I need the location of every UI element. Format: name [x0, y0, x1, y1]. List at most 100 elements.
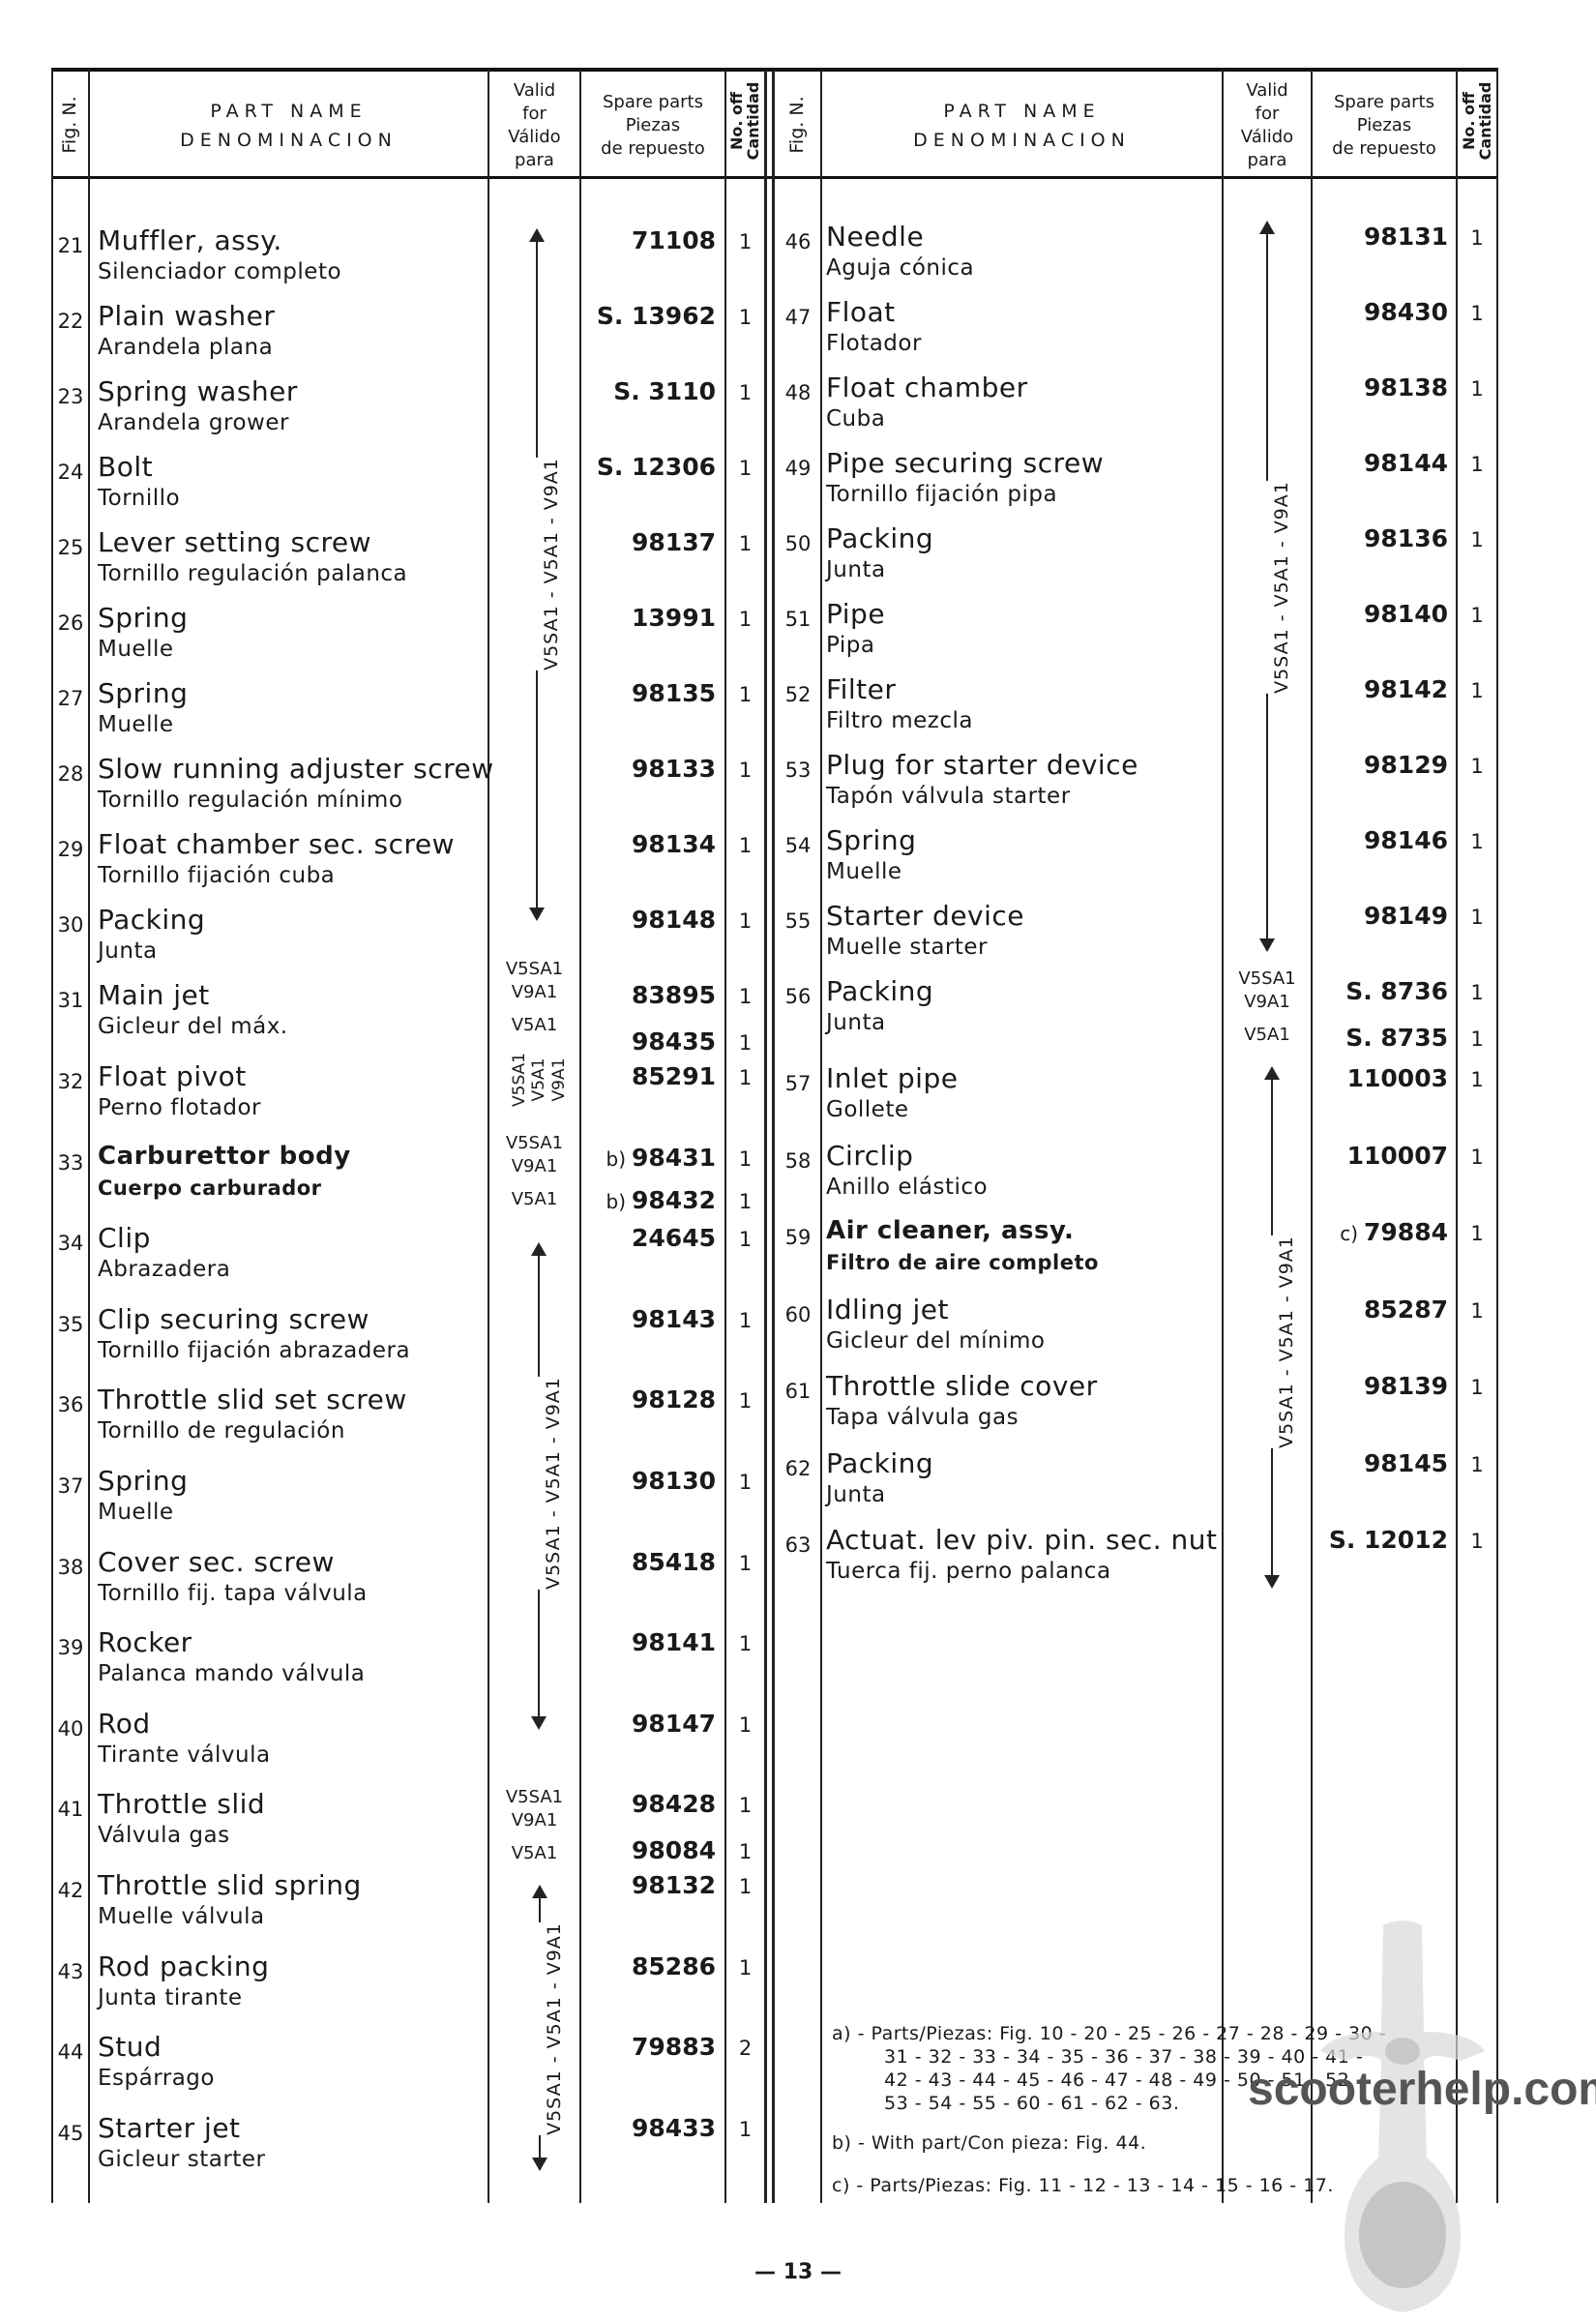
part-name-es: Tornillo fijación cuba: [98, 863, 336, 888]
quantity: 1: [738, 1308, 753, 1332]
validity-label: V9A1: [1244, 992, 1290, 1012]
part-name-es: Válvula gas: [98, 1823, 230, 1849]
part-code: 98148: [632, 906, 716, 934]
spare-part-number: 98133: [580, 755, 716, 783]
part-name-en: Packing: [826, 522, 934, 554]
spare-part-number: 98143: [580, 1305, 716, 1333]
part-name-es: Muelle: [98, 637, 174, 662]
quantity: 1: [738, 1228, 753, 1252]
quantity: 1: [1470, 981, 1484, 1004]
valid-header: for: [522, 104, 547, 124]
fig-number: 59: [784, 1226, 812, 1249]
part-code: 98134: [632, 830, 716, 858]
spare-part-number: 98135: [580, 679, 716, 707]
part-name-en: Throttle slide cover: [826, 1370, 1098, 1402]
part-name-es: Tornillo de regulación: [98, 1418, 345, 1444]
part-code: 79884: [1364, 1218, 1448, 1246]
part-name-en: Packing: [826, 1446, 934, 1479]
spare-part-number: 98131: [1313, 223, 1448, 251]
validity-label: V9A1: [511, 982, 558, 1002]
part-name-es: Muelle: [98, 1500, 174, 1525]
part-name-en: Pipe: [826, 598, 886, 630]
part-name-en: Lever setting screw: [98, 526, 372, 558]
quantity: 1: [738, 834, 753, 857]
part-code: S. 8735: [1345, 1024, 1448, 1052]
part-name-es: Tapón válvula starter: [826, 784, 1071, 809]
part-code: 110007: [1346, 1141, 1448, 1170]
qty-header-es: Cantidad: [744, 81, 762, 161]
fig-number: 37: [57, 1474, 84, 1498]
fig-number: 28: [57, 762, 84, 786]
part-name-en: Starter device: [826, 900, 1025, 932]
spare-part-number: 98129: [1313, 751, 1448, 779]
quantity: 1: [738, 1471, 753, 1494]
fig-number: 32: [57, 1070, 84, 1093]
quantity: 1: [1470, 755, 1484, 778]
fig-number: 53: [784, 759, 812, 782]
fig-number: 24: [57, 461, 84, 484]
part-code: 98147: [632, 1709, 716, 1738]
spare-part-number: 98145: [1313, 1449, 1448, 1477]
page-number: — 13 —: [754, 2260, 842, 2284]
quantity: 1: [738, 608, 753, 631]
part-name-en: Plug for starter device: [826, 749, 1138, 781]
fig-number: 30: [57, 913, 84, 937]
spare-part-number: 98136: [1313, 524, 1448, 552]
part-name-en: Spring: [826, 824, 917, 856]
quantity: 1: [738, 1031, 753, 1055]
validity-label: V9A1: [549, 1057, 569, 1102]
part-code: 98146: [1364, 826, 1448, 854]
part-code: S. 3110: [613, 377, 716, 405]
part-name-es: Junta: [826, 1481, 886, 1507]
part-name-en: Pipe securing screw: [826, 447, 1105, 479]
part-code: 98135: [632, 679, 716, 707]
quantity: 1: [738, 909, 753, 933]
quantity: 1: [738, 985, 753, 1008]
footnote-line: 53 - 54 - 55 - 60 - 61 - 62 - 63.: [884, 2093, 1180, 2114]
quantity: 1: [1470, 226, 1484, 250]
quantity: 1: [1470, 1222, 1484, 1245]
validity-label: V5A1: [1244, 1025, 1290, 1045]
part-code: 98435: [632, 1027, 716, 1056]
fig-number: 33: [57, 1150, 84, 1175]
validity-range: V5SA1 - V5A1 - V9A1: [536, 1377, 570, 1590]
validity-label: V5A1: [511, 1015, 558, 1035]
part-name-es: Muelle starter: [826, 935, 988, 960]
part-code: S. 12012: [1328, 1526, 1448, 1554]
qty-header-en: No. off: [1460, 92, 1478, 150]
spare-part-number: S. 8735: [1313, 1024, 1448, 1052]
fig-number: 31: [57, 989, 84, 1012]
part-code: 98141: [632, 1628, 716, 1657]
part-name-en: Carburettor body: [98, 1141, 351, 1171]
part-code: 85291: [632, 1062, 716, 1090]
part-name-en: Inlet pipe: [826, 1062, 959, 1094]
spare-part-number: 98141: [580, 1628, 716, 1656]
part-code: 98431: [632, 1143, 716, 1172]
fig-number: 63: [784, 1533, 812, 1557]
fig-number: 40: [57, 1716, 84, 1741]
quantity: 1: [1470, 906, 1484, 929]
part-name-es: Tornillo fij. tapa válvula: [98, 1580, 368, 1606]
fig-number: 35: [57, 1312, 84, 1336]
spare-part-number: 98138: [1313, 373, 1448, 402]
fig-number: 44: [57, 2040, 84, 2065]
spare-header: Spare parts: [1334, 92, 1434, 112]
footnote-b: b) - With part/Con pieza: Fig. 44.: [832, 2132, 1147, 2154]
valid-header: Válido: [508, 127, 561, 147]
part-name-en: Starter jet: [98, 2111, 241, 2144]
spare-part-number: 98137: [580, 528, 716, 556]
validity-label: V9A1: [511, 1810, 558, 1831]
footnote-line: 31 - 32 - 33 - 34 - 35 - 36 - 37 - 38 - …: [884, 2046, 1364, 2068]
fig-number: 52: [784, 683, 812, 706]
quantity: 1: [738, 1146, 753, 1171]
part-name-en: Circlip: [826, 1139, 914, 1172]
part-name-en: Float: [826, 296, 896, 328]
part-name-es: Cuerpo carburador: [98, 1176, 322, 1200]
spare-part-number: 98148: [580, 906, 716, 934]
quantity: 1: [738, 1551, 753, 1575]
fig-number: 42: [57, 1879, 84, 1902]
spare-part-number: 71108: [580, 226, 716, 254]
part-name-es: Tornillo fijación pipa: [826, 482, 1058, 507]
part-code: 98144: [1364, 449, 1448, 477]
spare-part-number: 98146: [1313, 826, 1448, 854]
